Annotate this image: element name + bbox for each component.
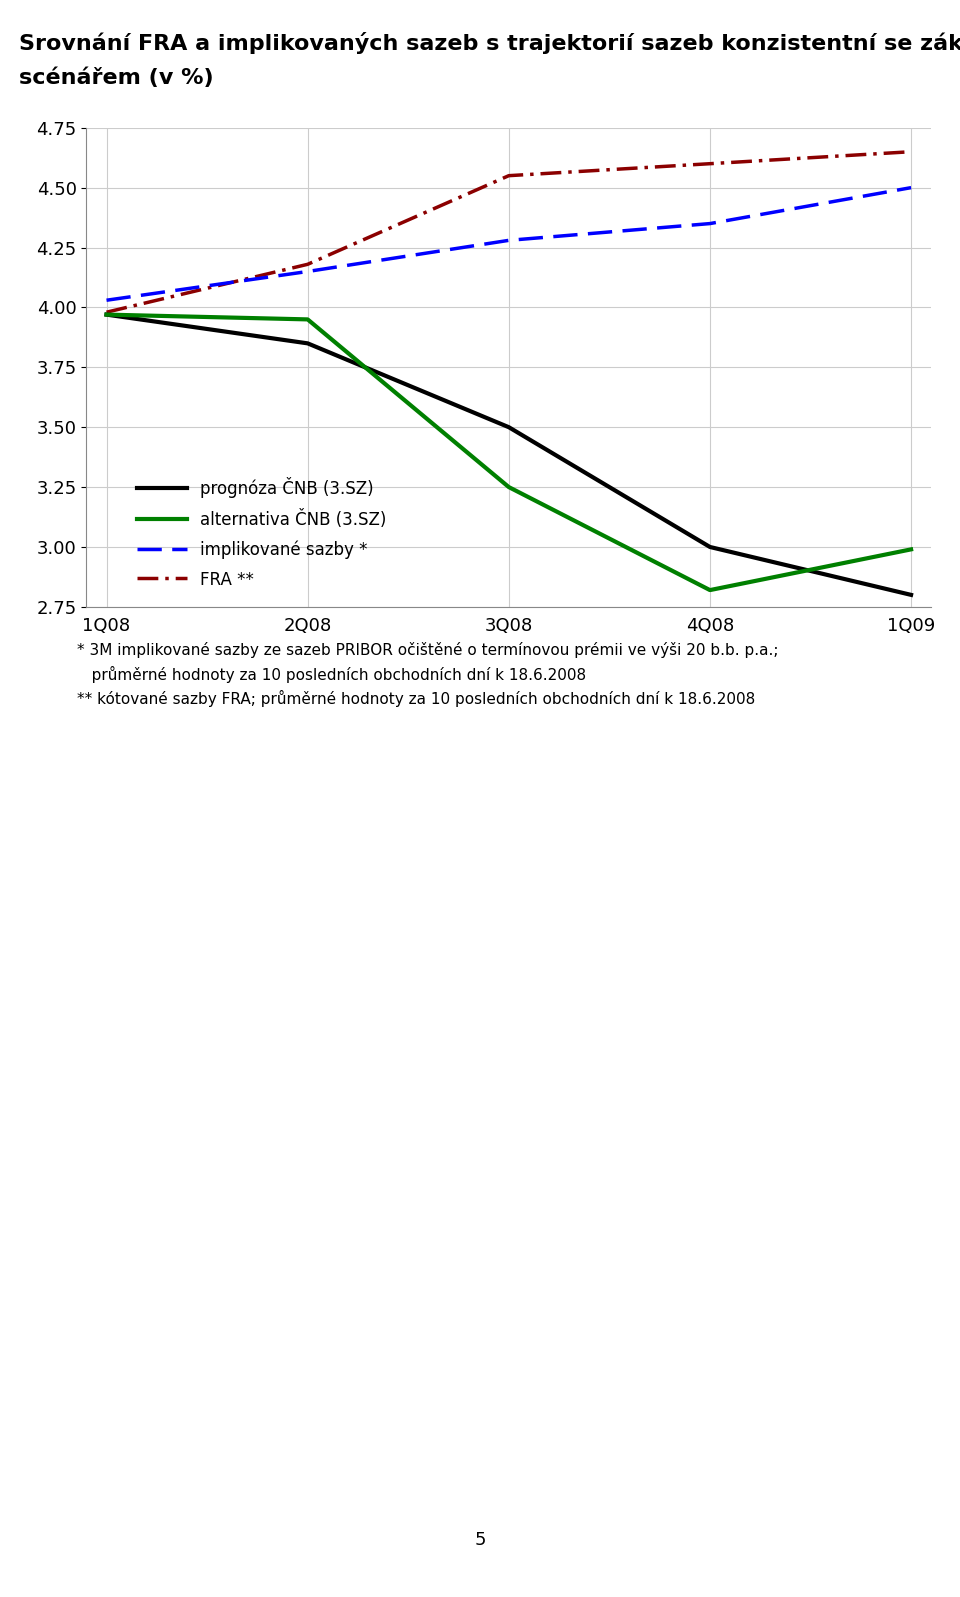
Text: Srovnání FRA a implikovaných sazeb s trajektorií sazeb konzistentní se základním: Srovnání FRA a implikovaných sazeb s tra… [19,32,960,54]
Legend: prognóza ČNB (3.SZ), alternativa ČNB (3.SZ), implikované sazby *, FRA **: prognóza ČNB (3.SZ), alternativa ČNB (3.… [137,478,387,589]
Text: 5: 5 [474,1532,486,1549]
Text: scénářem (v %): scénářem (v %) [19,67,214,88]
Text: ** kótované sazby FRA; průměrné hodnoty za 10 posledních obchodních dní k 18.6.2: ** kótované sazby FRA; průměrné hodnoty … [77,690,756,707]
Text: * 3M implikované sazby ze sazeb PRIBOR očištěné o termínovou prémii ve výši 20 b: * 3M implikované sazby ze sazeb PRIBOR o… [77,642,779,658]
Text: průměrné hodnoty za 10 posledních obchodních dní k 18.6.2008: průměrné hodnoty za 10 posledních obchod… [77,666,586,684]
